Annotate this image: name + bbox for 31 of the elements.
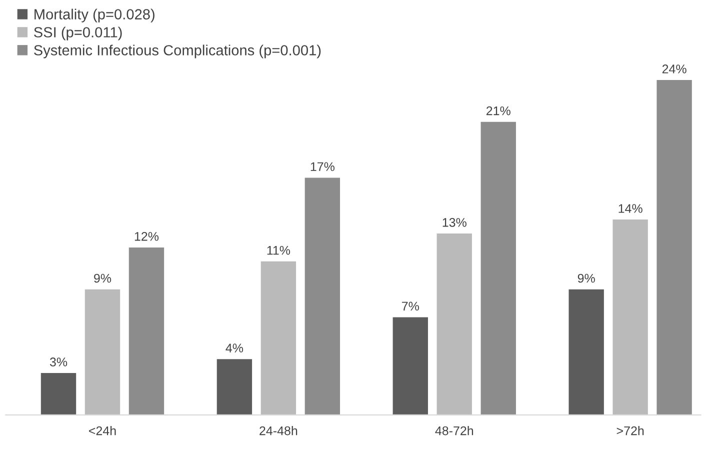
x-tick-label: >72h <box>616 426 644 436</box>
bar <box>568 289 604 415</box>
data-label: 24% <box>662 64 686 74</box>
data-label: 21% <box>486 106 510 116</box>
data-label: 4% <box>226 344 244 352</box>
data-label: 7% <box>402 302 419 311</box>
bar <box>480 122 516 415</box>
bar <box>40 373 76 415</box>
legend-label: SSI (p=0.011) <box>34 26 122 40</box>
bar <box>436 234 472 415</box>
data-label: 11% <box>267 246 290 255</box>
legend-label: Mortality (p=0.028) <box>34 8 154 22</box>
bar <box>128 247 164 415</box>
data-label: 9% <box>94 274 112 283</box>
bar <box>656 80 692 415</box>
x-tick-label: <24h <box>89 426 116 436</box>
legend-label: Systemic Infectious Complications (p=0.001) <box>34 44 321 58</box>
bar <box>216 359 252 415</box>
data-label: 9% <box>578 274 595 283</box>
data-label: 12% <box>134 232 159 241</box>
data-label: 3% <box>50 358 68 366</box>
x-tick-label: 48-72h <box>435 426 474 436</box>
data-label: 13% <box>442 218 466 227</box>
bar <box>260 261 296 415</box>
data-label: 14% <box>618 204 642 213</box>
bar <box>612 220 648 415</box>
bar <box>84 289 120 415</box>
data-label: 17% <box>310 162 334 172</box>
x-tick-label: 24-48h <box>260 426 298 436</box>
bar <box>304 178 340 415</box>
bar <box>392 317 428 415</box>
